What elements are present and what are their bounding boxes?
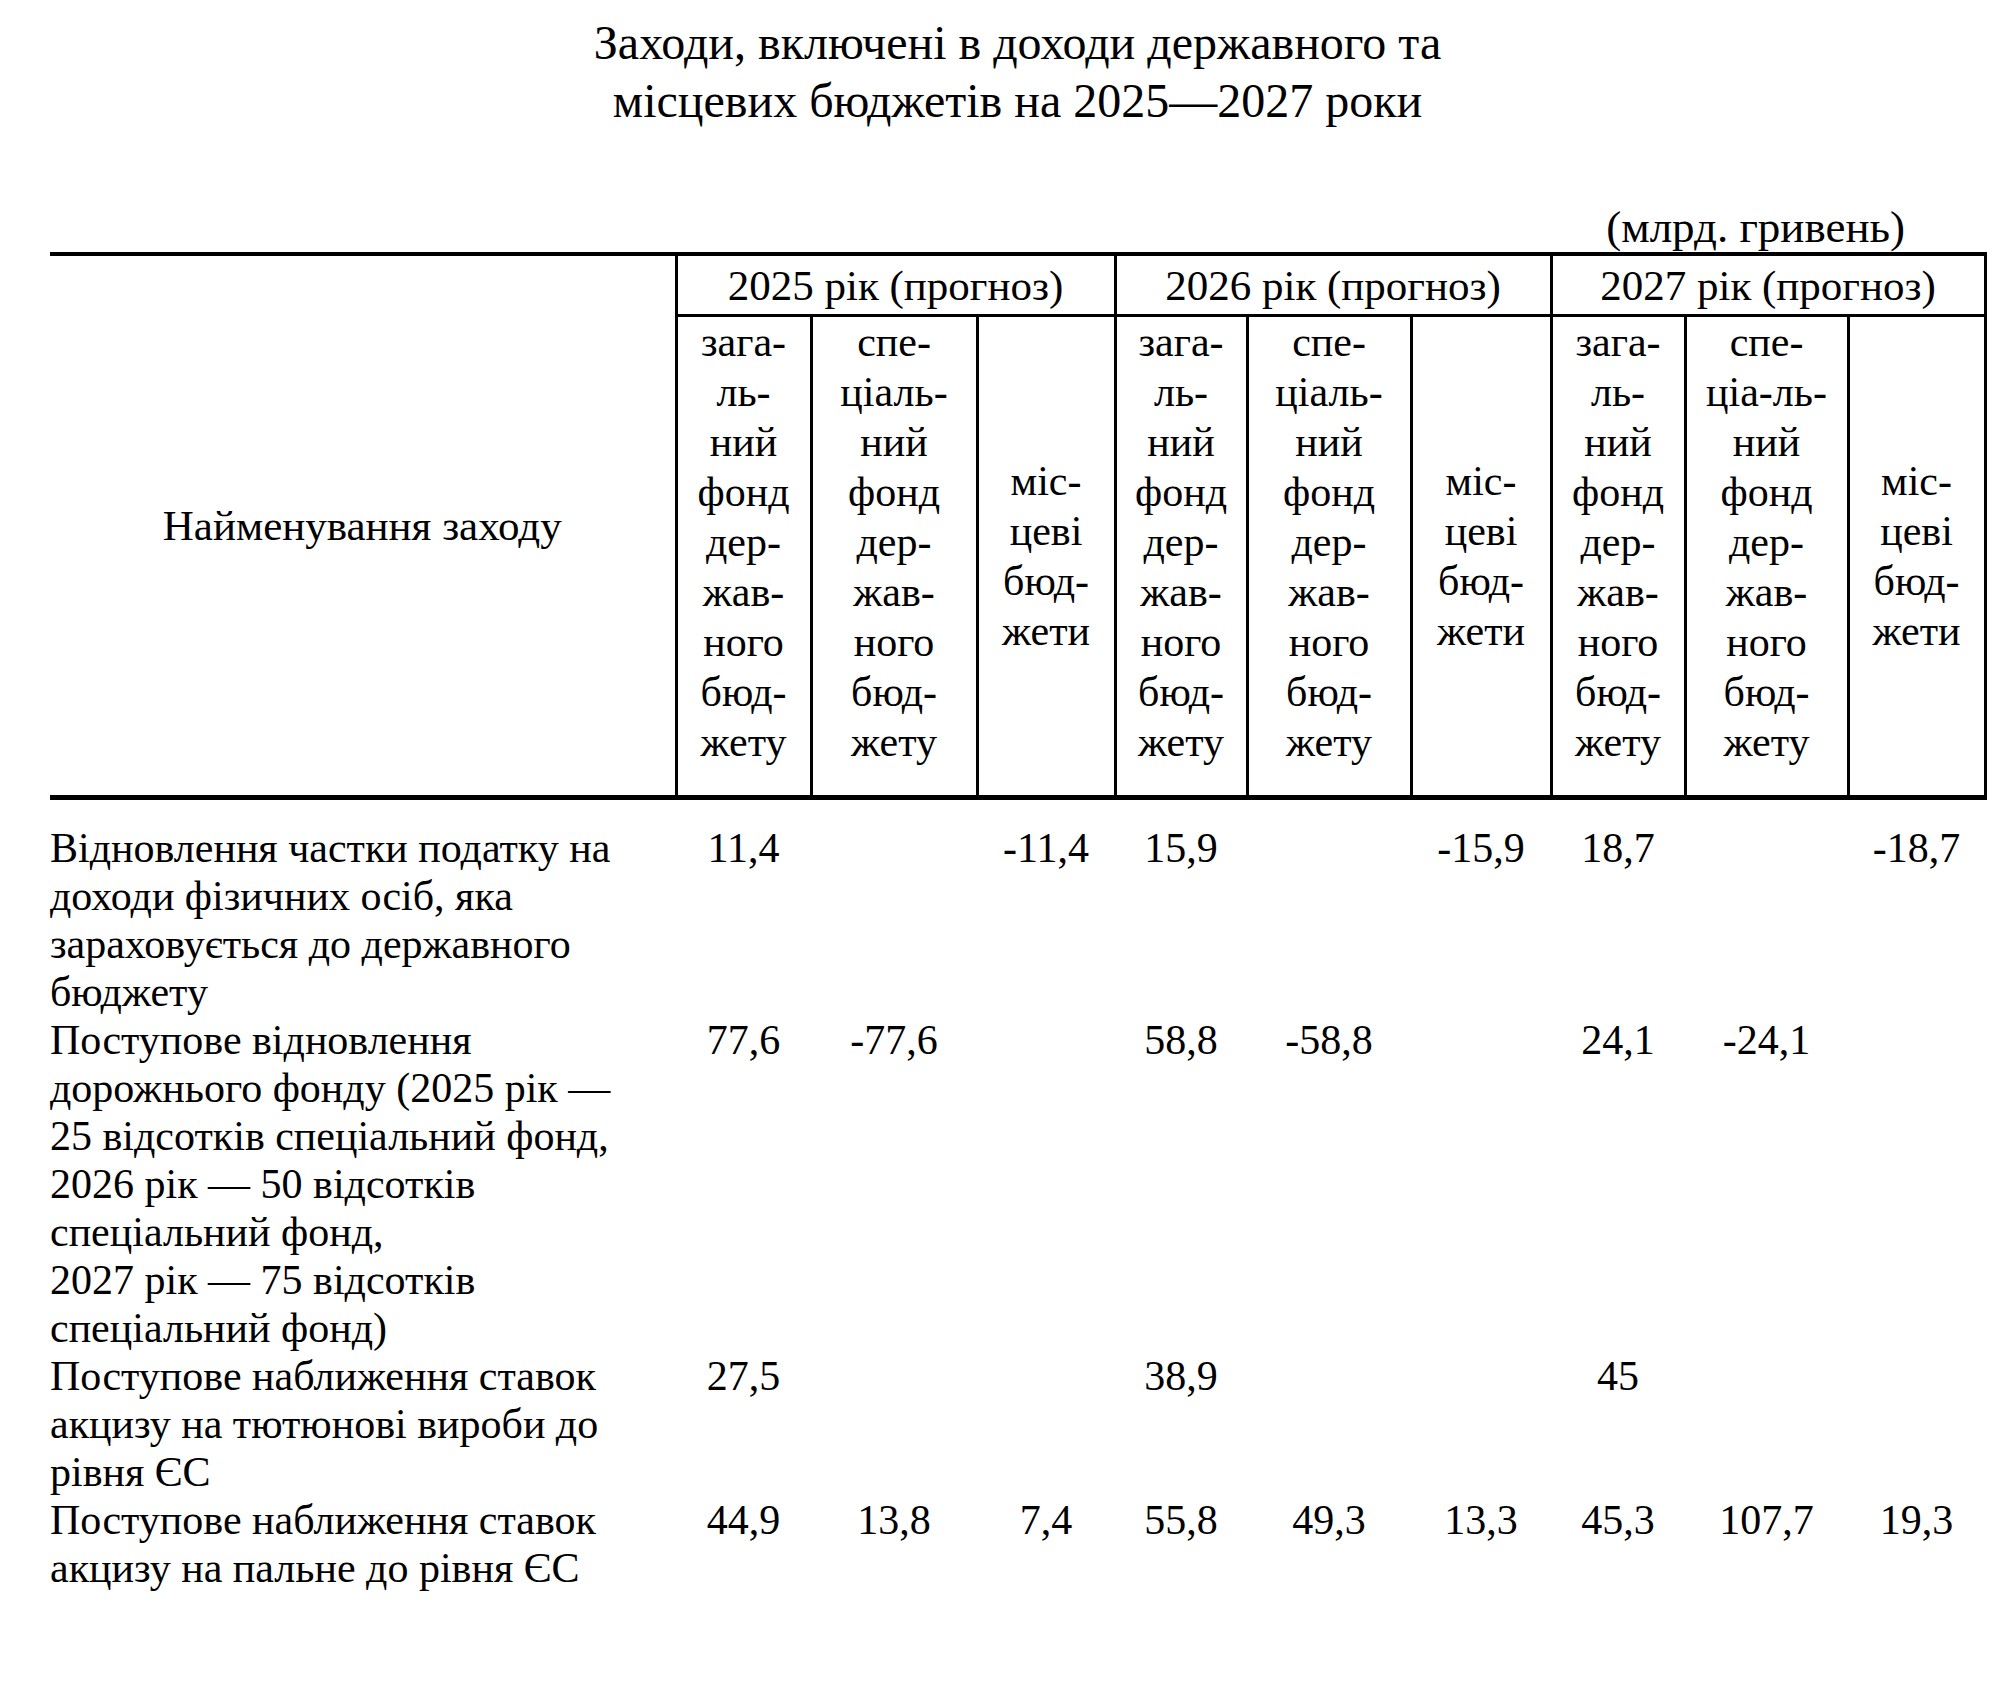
value-2027-local: 19,3 <box>1848 1496 1985 1592</box>
year-header-2025: 2025 рік (прогноз) <box>676 254 1115 316</box>
header-2025-special-fund: спе- ціаль- ний фонд дер- жав- ного бюд-… <box>811 316 977 798</box>
measure-row: Відновлення частки податку на доходи фіз… <box>50 798 1985 1017</box>
value-2026-special <box>1247 798 1411 1017</box>
year-header-2026: 2026 рік (прогноз) <box>1115 254 1551 316</box>
value-2026-local: 13,3 <box>1411 1496 1551 1592</box>
value-2026-general: 55,8 <box>1115 1496 1247 1592</box>
value-2025-general: 44,9 <box>676 1496 811 1592</box>
measure-row: Поступове відновлення дорожнього фонду (… <box>50 1016 1985 1352</box>
value-2026-general: 15,9 <box>1115 798 1247 1017</box>
document-page: Заходи, включені в доходи державного та … <box>0 0 2000 1682</box>
measure-name: Поступове наближення ставок акцизу на тю… <box>50 1352 676 1496</box>
value-2025-special <box>811 1352 977 1496</box>
value-2027-general: 45 <box>1551 1352 1685 1496</box>
header-2026-local-budgets: міс- цеві бюд- жети <box>1411 316 1551 798</box>
measure-name: Поступове відновлення дорожнього фонду (… <box>50 1016 676 1352</box>
value-2025-general: 77,6 <box>676 1016 811 1352</box>
value-2026-local: -15,9 <box>1411 798 1551 1017</box>
header-2026-special-fund: спе- ціаль- ний фонд дер- жав- ного бюд-… <box>1247 316 1411 798</box>
name-column-header: Найменування заходу <box>50 254 676 798</box>
page-title: Заходи, включені в доходи державного та … <box>50 14 1985 130</box>
value-2025-general: 27,5 <box>676 1352 811 1496</box>
measure-row: Поступове наближення ставок акцизу на па… <box>50 1496 1985 1592</box>
year-header-row: Найменування заходу 2025 рік (прогноз) 2… <box>50 254 1985 316</box>
header-2027-special-fund: спе- ціа-ль- ний фонд дер- жав- ного бюд… <box>1685 316 1848 798</box>
value-2025-special: -77,6 <box>811 1016 977 1352</box>
value-2025-special <box>811 798 977 1017</box>
value-2025-general: 11,4 <box>676 798 811 1017</box>
header-2026-general-fund: зага- ль- ний фонд дер- жав- ного бюд- ж… <box>1115 316 1247 798</box>
value-2027-local <box>1848 1016 1985 1352</box>
value-2027-special: 107,7 <box>1685 1496 1848 1592</box>
value-2027-local <box>1848 1352 1985 1496</box>
value-2027-special <box>1685 1352 1848 1496</box>
value-2026-general: 58,8 <box>1115 1016 1247 1352</box>
year-header-2027: 2027 рік (прогноз) <box>1551 254 1985 316</box>
value-2026-local <box>1411 1016 1551 1352</box>
value-2026-special: -58,8 <box>1247 1016 1411 1352</box>
value-2025-local: -11,4 <box>977 798 1115 1017</box>
header-2027-local-budgets: міс- цеві бюд- жети <box>1848 316 1985 798</box>
value-2026-local <box>1411 1352 1551 1496</box>
header-2025-general-fund: зага- ль- ний фонд дер- жав- ного бюд- ж… <box>676 316 811 798</box>
unit-label: (млрд. гривень) <box>50 202 1985 252</box>
measure-name: Відновлення частки податку на доходи фіз… <box>50 798 676 1017</box>
budget-measures-table: Найменування заходу 2025 рік (прогноз) 2… <box>50 252 1987 1592</box>
value-2025-local <box>977 1016 1115 1352</box>
header-2025-local-budgets: міс- цеві бюд- жети <box>977 316 1115 798</box>
value-2025-special: 13,8 <box>811 1496 977 1592</box>
header-2027-general-fund: зага- ль- ний фонд дер- жав- ного бюд- ж… <box>1551 316 1685 798</box>
value-2027-special <box>1685 798 1848 1017</box>
value-2026-special <box>1247 1352 1411 1496</box>
measure-row: Поступове наближення ставок акцизу на тю… <box>50 1352 1985 1496</box>
measure-name: Поступове наближення ставок акцизу на па… <box>50 1496 676 1592</box>
value-2026-special: 49,3 <box>1247 1496 1411 1592</box>
value-2027-general: 45,3 <box>1551 1496 1685 1592</box>
value-2027-general: 24,1 <box>1551 1016 1685 1352</box>
value-2025-local <box>977 1352 1115 1496</box>
value-2027-general: 18,7 <box>1551 798 1685 1017</box>
value-2027-special: -24,1 <box>1685 1016 1848 1352</box>
value-2027-local: -18,7 <box>1848 798 1985 1017</box>
value-2026-general: 38,9 <box>1115 1352 1247 1496</box>
value-2025-local: 7,4 <box>977 1496 1115 1592</box>
